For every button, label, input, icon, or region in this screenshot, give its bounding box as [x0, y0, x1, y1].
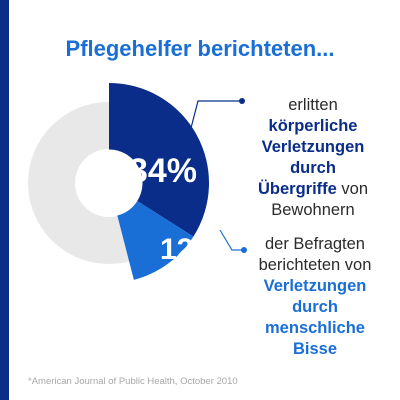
callout-line: körperliche: [268, 117, 358, 135]
callout-line: der Befragten: [265, 235, 365, 253]
callout-line: Verletzungen: [263, 277, 367, 295]
left-accent-bar: [0, 0, 9, 400]
callout-line: Bewohnern: [271, 201, 355, 219]
callout-line: durch: [290, 159, 336, 177]
callout-leader-line-bites: [219, 229, 244, 251]
callout-line: erlitten: [288, 96, 338, 114]
callout-dot-physical: [239, 98, 245, 104]
callout-human-bites: der Befragten berichteten von Verletzung…: [240, 234, 390, 360]
slice-human-bites-label: 12%: [160, 233, 220, 266]
callout-physical-injuries: erlitten körperliche Verletzungen durch …: [238, 95, 388, 221]
callout-dot-bites: [241, 247, 247, 253]
source-citation: *American Journal of Public Health, Octo…: [28, 376, 238, 387]
slice-physical-injuries-label: 34%: [129, 152, 197, 190]
page-title: Pflegehelfer berichteten...: [65, 36, 335, 61]
slice-human-bites: [117, 200, 194, 280]
callout-line: Bisse: [292, 340, 338, 358]
callout-line: berichteten von: [258, 256, 372, 274]
callout-line-emphasis: Übergriffe: [257, 180, 337, 198]
callout-line: menschliche: [265, 319, 365, 337]
callout-leader-line-physical: [190, 100, 242, 129]
callout-line: Übergriffe von: [238, 179, 388, 200]
callout-line: Verletzungen: [261, 138, 365, 156]
callout-line-suffix: von: [336, 180, 369, 198]
slice-physical-injuries: [109, 83, 209, 237]
callout-line: durch: [292, 298, 338, 316]
